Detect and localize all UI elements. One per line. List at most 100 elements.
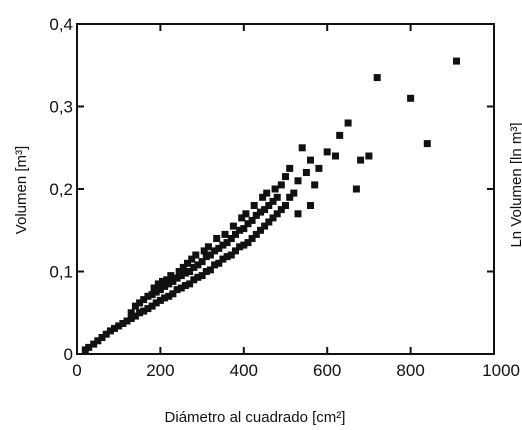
data-point (102, 330, 110, 338)
data-point (156, 286, 164, 294)
data-point (221, 230, 229, 238)
data-point (257, 208, 264, 216)
data-point (177, 284, 185, 292)
data-point (236, 243, 244, 251)
y-tick-label: 0,2 (49, 180, 73, 199)
x-tick-label: 400 (230, 361, 258, 380)
data-point (111, 324, 118, 332)
data-point (271, 185, 279, 193)
data-point (265, 218, 273, 226)
data-point (198, 258, 206, 266)
data-point (236, 226, 244, 234)
data-point (202, 268, 210, 275)
data-point (223, 253, 231, 261)
data-point (127, 309, 135, 317)
data-point (257, 226, 264, 234)
data-point (244, 220, 252, 228)
data-point (223, 239, 231, 247)
data-point (200, 247, 208, 255)
data-point (215, 244, 223, 252)
data-point (302, 169, 310, 176)
x-axis-label: Diámetro al cuadrado [cm²] (165, 409, 346, 426)
data-point (188, 255, 196, 263)
data-point (169, 277, 177, 285)
data-point (144, 292, 152, 300)
data-point (286, 164, 294, 172)
data-point (238, 214, 246, 222)
data-point (106, 327, 114, 335)
data-point (165, 280, 173, 288)
data-point (227, 251, 235, 259)
data-point (173, 274, 181, 282)
data-point (123, 317, 131, 325)
data-point (140, 296, 148, 304)
data-point (186, 280, 194, 288)
data-point (190, 276, 198, 284)
data-point (175, 268, 183, 275)
x-tick-label: 200 (146, 361, 174, 380)
x-tick-label: 800 (396, 361, 424, 380)
data-point (148, 302, 156, 310)
data-point (219, 241, 227, 249)
y-axis-label: Volumen [m³] (13, 146, 30, 234)
data-point (453, 57, 460, 65)
data-point (136, 299, 144, 307)
data-point (165, 292, 173, 300)
data-point (277, 206, 285, 214)
plot-area-frame (76, 23, 495, 355)
data-point (259, 193, 267, 201)
data-point (85, 343, 93, 351)
data-point (167, 272, 175, 280)
data-point (273, 193, 281, 201)
data-point (311, 181, 319, 189)
data-point (131, 312, 139, 320)
data-point (227, 235, 235, 242)
data-point (173, 286, 181, 294)
data-point (269, 214, 277, 222)
data-point (261, 206, 269, 214)
data-point (229, 222, 237, 230)
data-point (252, 230, 260, 238)
data-point (198, 272, 206, 280)
data-point (181, 269, 189, 277)
data-point (252, 211, 260, 219)
y-axis-ticks: 0 0,1 0,2 0,3 0,4 (49, 15, 494, 364)
data-point (94, 337, 102, 345)
data-point (336, 131, 344, 139)
data-point (215, 259, 223, 267)
data-point (206, 266, 214, 274)
data-point (232, 247, 239, 255)
data-point (365, 152, 373, 160)
data-point (148, 291, 156, 299)
data-point (277, 181, 285, 189)
data-point (127, 315, 135, 322)
data-point (211, 261, 219, 269)
data-point (181, 282, 189, 289)
data-point (140, 307, 148, 315)
data-point (206, 251, 214, 259)
data-point (294, 210, 302, 218)
data-point (131, 302, 139, 310)
data-point (261, 222, 269, 230)
data-point (282, 202, 289, 209)
data-point (240, 225, 248, 233)
y-tick-label: 0,4 (49, 15, 73, 34)
y-tick-label: 0 (64, 345, 73, 364)
data-point (150, 284, 158, 292)
data-point (248, 216, 256, 224)
data-point (202, 253, 210, 261)
data-point (269, 197, 277, 205)
data-point (265, 202, 273, 209)
data-point (194, 261, 202, 269)
data-point (282, 173, 289, 181)
data-point (194, 273, 202, 281)
data-point (186, 268, 194, 275)
data-point (352, 185, 360, 193)
data-point (177, 272, 185, 280)
data-point (156, 296, 164, 304)
data-point (250, 202, 258, 209)
data-point (219, 255, 227, 263)
data-point (263, 189, 271, 197)
data-point (179, 263, 187, 271)
